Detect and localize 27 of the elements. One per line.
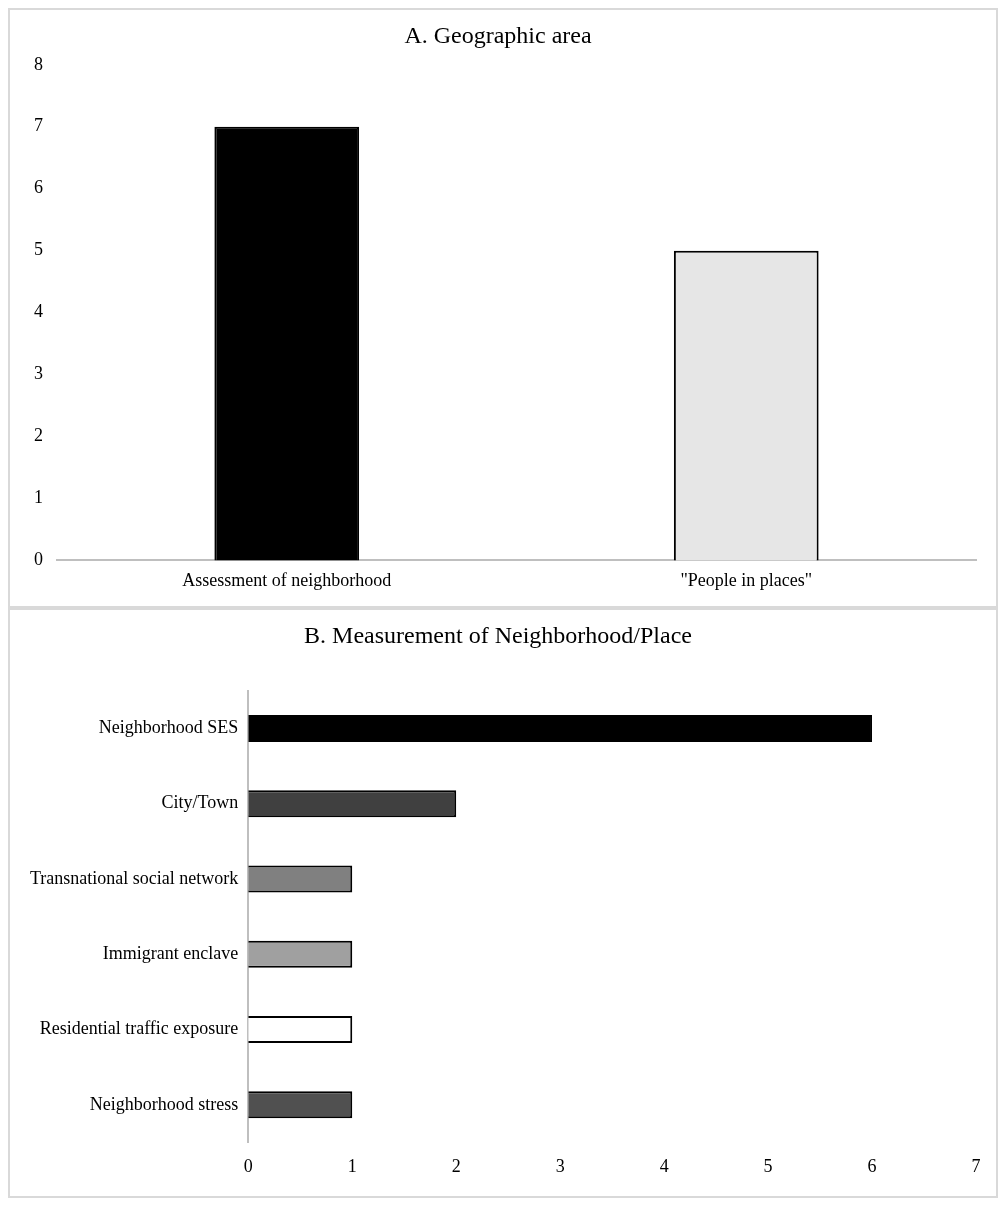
y-tick-label: 0: [34, 549, 43, 570]
y-tick-label: City/Town: [161, 792, 239, 813]
y-tick-label: Residential traffic exposure: [39, 1018, 239, 1039]
y-tick-label: 7: [34, 115, 43, 136]
y-tick-label: Transnational social network: [29, 867, 239, 888]
x-tick-label: 7: [971, 1155, 981, 1176]
y-tick-label: 2: [34, 425, 43, 446]
x-tick-label: 6: [867, 1155, 877, 1176]
x-tick-label: Assessment of neighborhood: [182, 569, 392, 590]
chart-title: A. Geographic area: [404, 21, 592, 48]
y-tick-label: 6: [34, 177, 43, 198]
y-tick-label: Immigrant enclave: [102, 942, 239, 963]
y-tick-label: 3: [34, 363, 43, 384]
y-tick-label: 8: [34, 53, 43, 74]
x-tick-label: 2: [451, 1155, 461, 1176]
y-tick-label: Neighborhood SES: [98, 717, 239, 738]
y-tick-label: Neighborhood stress: [89, 1093, 239, 1114]
x-tick-label: 5: [763, 1155, 773, 1176]
y-tick-label: 1: [34, 487, 43, 508]
y-tick-label: 5: [34, 239, 43, 260]
x-tick-label: 1: [347, 1155, 357, 1176]
x-tick-label: "People in places": [680, 569, 813, 590]
x-tick-label: 4: [659, 1155, 669, 1176]
x-tick-label: 3: [555, 1155, 565, 1176]
chart-title: B. Measurement of Neighborhood/Place: [304, 621, 692, 648]
x-tick-label: 0: [243, 1155, 253, 1176]
y-tick-label: 4: [34, 301, 43, 322]
